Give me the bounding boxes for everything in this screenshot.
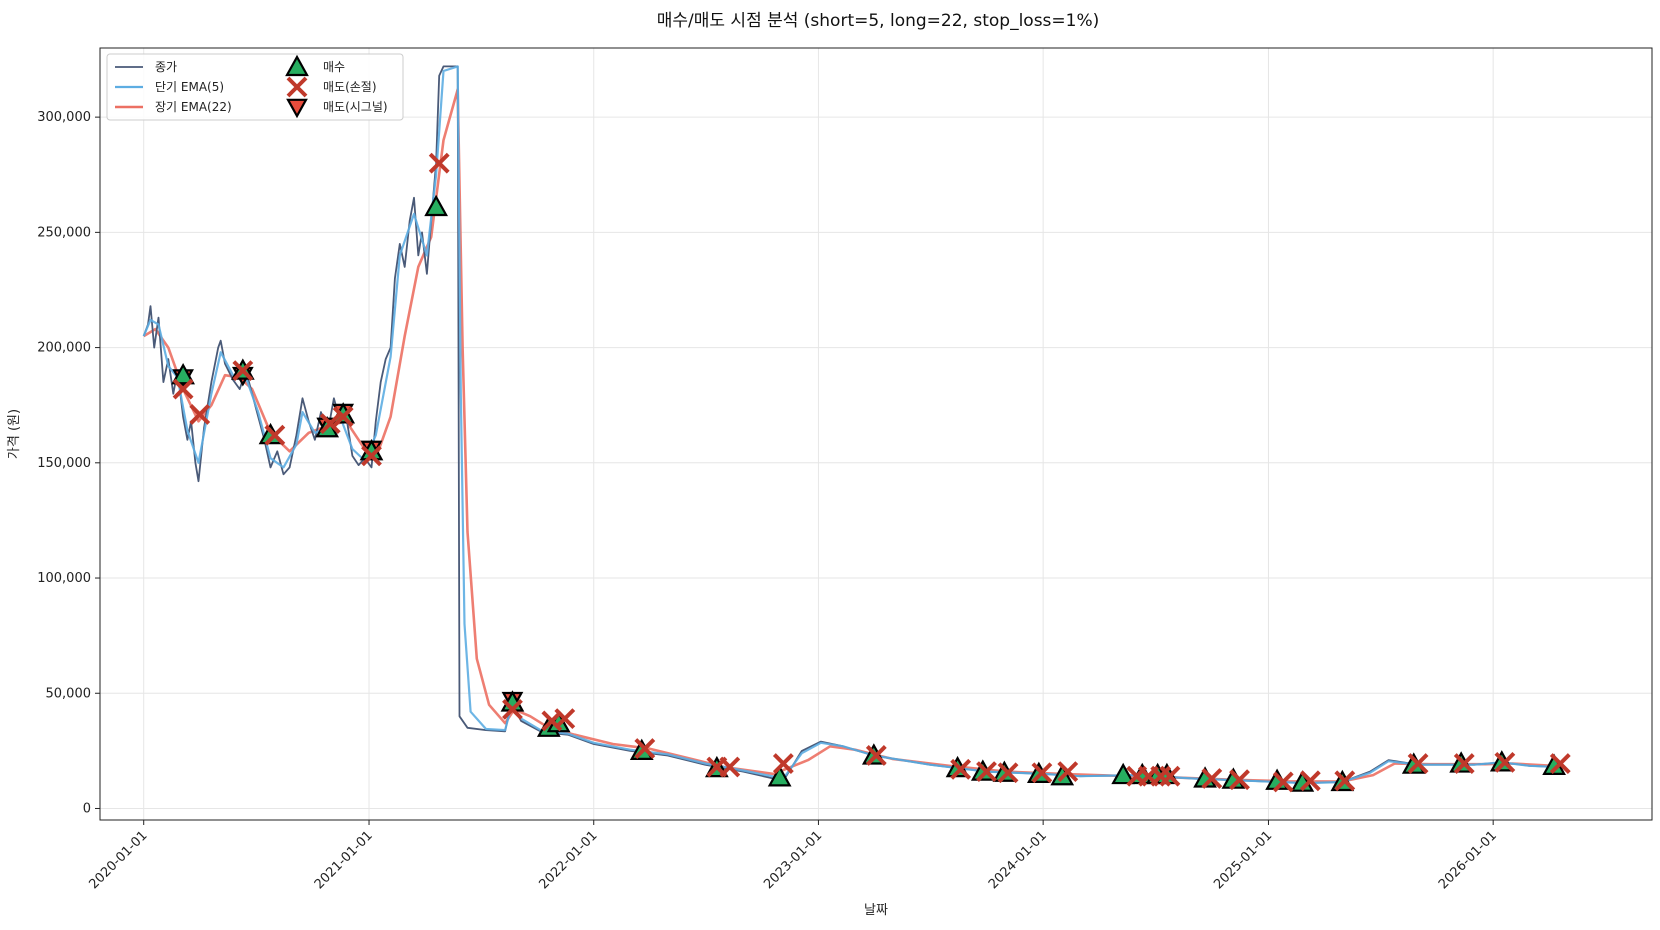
sell-stop-marker bbox=[1201, 768, 1223, 789]
legend-box bbox=[106, 53, 404, 121]
sell-stop-marker bbox=[502, 698, 523, 720]
grid bbox=[100, 48, 1652, 820]
x-axis-ticks: 2020-01-01 2021-01-01 2022-01-01 2023-01-01… bbox=[87, 820, 1500, 892]
y-tick-label: 0 bbox=[83, 801, 91, 816]
buy-marker bbox=[171, 362, 195, 385]
sell-stop-marker bbox=[1229, 769, 1250, 791]
y-tick-label: 250,000 bbox=[37, 225, 91, 240]
legend-label-close: 종가 bbox=[155, 60, 177, 74]
x-tick-label: 2022-01-01 bbox=[537, 828, 601, 892]
sell-stop-marker bbox=[719, 756, 741, 778]
buy-marker bbox=[424, 194, 449, 217]
buy-marker bbox=[767, 765, 792, 787]
x-axis-label: 날짜 bbox=[864, 903, 888, 918]
sell-stop-marker bbox=[950, 758, 972, 780]
y-tick-label: 50,000 bbox=[46, 686, 92, 701]
legend-label-buy: 매수 bbox=[323, 60, 345, 74]
sell-stop-marker bbox=[1549, 753, 1571, 774]
sell-stop-marker bbox=[264, 424, 286, 446]
sell-stop-marker bbox=[319, 413, 341, 435]
sell-stop-marker bbox=[1407, 753, 1429, 774]
legend-label-sell_stop: 매도(손절) bbox=[323, 80, 377, 94]
legend-label-ema_long: 장기 EMA(22) bbox=[155, 100, 232, 114]
sell-stop-marker bbox=[1057, 761, 1079, 783]
plot-frame bbox=[99, 47, 1653, 821]
y-tick-label: 100,000 bbox=[37, 571, 91, 586]
sell-stop-marker bbox=[1299, 770, 1321, 792]
sell-stop-marker bbox=[976, 761, 997, 783]
legend-swatch-buy bbox=[285, 54, 309, 77]
trade-markers bbox=[171, 152, 1571, 793]
sell-stop-marker bbox=[997, 762, 1019, 784]
sell-stop-marker bbox=[772, 753, 794, 774]
plot-area bbox=[100, 48, 1652, 820]
sell-stop-marker bbox=[189, 403, 211, 425]
legend-label-ema_short: 단기 EMA(5) bbox=[155, 80, 224, 94]
y-tick-label: 200,000 bbox=[37, 341, 91, 356]
legend-swatch-sell-signal bbox=[286, 98, 308, 119]
sell-stop-marker bbox=[554, 708, 576, 730]
sell-stop-marker bbox=[634, 738, 656, 759]
chart-title: 매수/매도 시점 분석 (short=5, long=22, stop_loss… bbox=[657, 11, 1100, 31]
sell-stop-marker bbox=[865, 745, 887, 766]
sell-stop-marker bbox=[1494, 751, 1516, 773]
y-axis-label: 가격 (원) bbox=[7, 409, 22, 459]
y-tick-label: 300,000 bbox=[37, 110, 91, 125]
sell-stop-marker bbox=[1272, 771, 1294, 793]
sell-stop-marker bbox=[361, 445, 382, 467]
x-tick-label: 2023-01-01 bbox=[761, 828, 825, 892]
sell-stop-marker bbox=[172, 378, 194, 400]
x-tick-label: 2024-01-01 bbox=[986, 828, 1050, 892]
sell-stop-marker bbox=[232, 360, 254, 382]
x-tick-label: 2020-01-01 bbox=[87, 828, 151, 892]
sell-stop-marker bbox=[332, 406, 354, 428]
buy-marker bbox=[1111, 762, 1136, 785]
x-tick-label: 2026-01-01 bbox=[1436, 828, 1500, 892]
x-tick-label: 2021-01-01 bbox=[312, 828, 376, 892]
sell-stop-marker bbox=[428, 152, 450, 174]
sell-stop-marker bbox=[1031, 762, 1053, 784]
y-axis-ticks: 0 50,000 100,000 150,000 200,000 250,000 300,0… bbox=[37, 110, 100, 816]
sell-stop-marker bbox=[1159, 765, 1181, 787]
sell-stop-marker bbox=[1334, 770, 1356, 792]
y-tick-label: 150,000 bbox=[37, 456, 91, 471]
sell-stop-marker bbox=[1453, 753, 1475, 774]
legend-swatch-sell-stop bbox=[286, 76, 308, 98]
x-tick-label: 2025-01-01 bbox=[1211, 828, 1275, 892]
legend-label-sell_signal: 매도(시그널) bbox=[323, 100, 388, 114]
